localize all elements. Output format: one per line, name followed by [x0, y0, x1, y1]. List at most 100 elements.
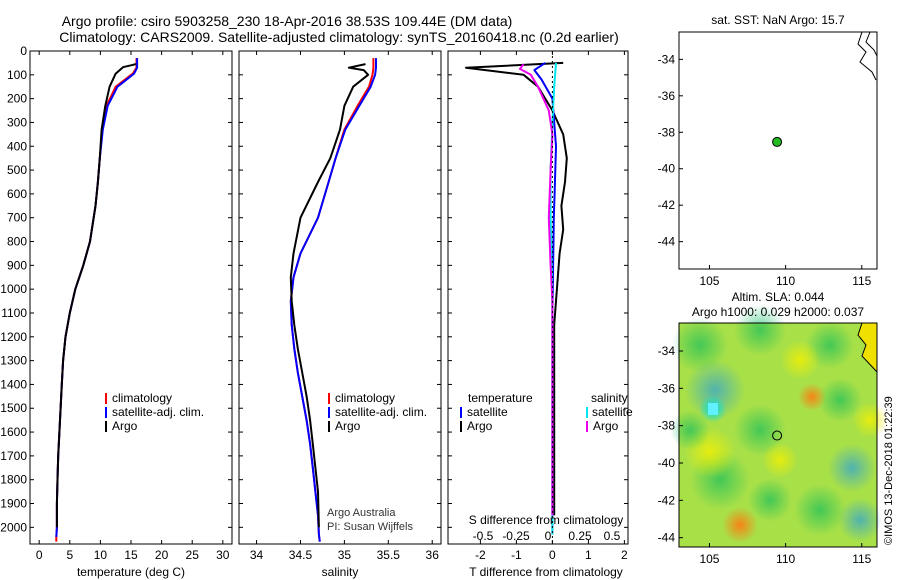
x-tick-label: -1	[511, 548, 522, 562]
x-tick-label: 36	[426, 548, 440, 562]
sla-anomaly	[722, 507, 758, 543]
sla-anomaly	[670, 410, 710, 450]
salinity-panel-frame	[238, 50, 442, 545]
sla-peak	[708, 403, 718, 415]
legend-label-climatology: climatology	[112, 391, 172, 405]
s-difference-xlabel: S difference from climatology	[469, 513, 624, 527]
legend-label-s-argo: Argo	[593, 419, 619, 433]
sla-map-title-2: Argo h1000: 0.029 h2000: 0.037	[692, 305, 864, 319]
x-tick-label: 35.5	[377, 548, 401, 562]
sst-map: 105 110 115 -44 -42 -40 -38 -36 -34	[658, 31, 878, 288]
credit-argo-australia: Argo Australia	[327, 507, 396, 519]
legend-title-salinity: salinity	[591, 391, 628, 405]
depth-tick-label: 1300	[0, 354, 27, 368]
series-line-climatology	[289, 58, 375, 542]
title-line-1: Argo profile: csiro 5903258_230 18-Apr-2…	[62, 13, 513, 29]
legend-label-s-satellite: satellite	[592, 405, 633, 419]
x-tick-label: 1	[585, 548, 592, 562]
legend-label-t-argo: Argo	[467, 419, 493, 433]
depth-tick-label: 600	[7, 187, 27, 201]
depth-tick-label: 1500	[0, 401, 27, 415]
x-tick-label: -2	[475, 548, 486, 562]
map-x-tick-label: 105	[699, 274, 719, 288]
temperature-plot: 0 5 10 15 20 25 30	[30, 50, 232, 562]
s-tick-label: 0	[545, 529, 552, 543]
depth-tick-label: 2000	[0, 520, 27, 534]
s-tick-label: 0.5	[604, 529, 621, 543]
depth-tick-label: 1000	[0, 282, 27, 296]
x-tick-label: 2	[621, 548, 628, 562]
salinity-legend: climatology satellite-adj. clim. Argo	[328, 391, 427, 433]
salinity-xlabel: salinity	[322, 565, 359, 579]
depth-tick-label: 700	[7, 211, 27, 225]
x-tick-label: 0	[36, 548, 43, 562]
difference-legend: temperature satellite Argo salinity sate…	[460, 391, 633, 433]
x-tick-label: 15	[124, 548, 138, 562]
sla-anomaly	[734, 304, 786, 356]
map-y-tick-label: -44	[658, 235, 676, 249]
map-y-tick-label: -44	[658, 531, 676, 545]
depth-tick-label: 500	[7, 163, 27, 177]
map-y-tick-label: -38	[658, 419, 676, 433]
legend-title-temperature: temperature	[468, 391, 533, 405]
depth-tick-label: 1400	[0, 377, 27, 391]
s-tick-label: -0.25	[502, 529, 530, 543]
map-y-tick-label: -38	[658, 125, 676, 139]
map-y-tick-label: -42	[658, 493, 676, 507]
depth-tick-label: 1200	[0, 330, 27, 344]
legend-label-argo: Argo	[335, 419, 361, 433]
depth-tick-label: 1800	[0, 473, 27, 487]
x-tick-label: 25	[186, 548, 200, 562]
depth-tick-label: 1900	[0, 497, 27, 511]
coastline	[865, 31, 878, 57]
map-y-tick-label: -42	[658, 198, 676, 212]
depth-tick-label: 400	[7, 139, 27, 153]
map-y-tick-label: -40	[658, 456, 676, 470]
sla-map-frame	[678, 322, 878, 548]
legend-label-satellite: satellite-adj. clim.	[335, 405, 427, 419]
depth-axis: 0 100 200 300 400 500 600 700 800 900 1000 1100 1200…	[0, 44, 27, 534]
map-y-tick-label: -34	[658, 52, 676, 66]
imos-stamp: ©IMOS 13-Dec-2018 01:22:39	[883, 396, 895, 545]
map-y-tick-label: -40	[658, 162, 676, 176]
depth-tick-label: 100	[7, 68, 27, 82]
difference-plot: -2 -1 0 1 2 -0.5 -0.25 0 0.25 0.5	[448, 50, 628, 562]
coastline	[857, 31, 877, 81]
temperature-legend: climatology satellite-adj. clim. Argo	[105, 391, 204, 433]
depth-tick-label: 300	[7, 115, 27, 129]
legend-label-argo: Argo	[112, 419, 138, 433]
depth-tick-label: 900	[7, 258, 27, 272]
series-line-s-argo	[519, 63, 554, 516]
map-x-tick-label: 115	[852, 274, 871, 288]
salinity-plot: 34 34.5 35 35.5 36	[239, 50, 441, 562]
series-line-climatology	[55, 58, 138, 542]
x-tick-label: 34	[250, 548, 264, 562]
series-line-argo	[55, 63, 137, 528]
sla-anomaly	[780, 340, 820, 380]
depth-tick-label: 800	[7, 235, 27, 249]
depth-tick-label: 1700	[0, 449, 27, 463]
map-y-tick-label: -36	[658, 381, 676, 395]
map-x-tick-label: 110	[776, 274, 795, 288]
difference-panel-frame	[447, 50, 629, 545]
title-line-2: Climatology: CARS2009. Satellite-adjuste…	[59, 29, 619, 45]
x-tick-label: 34.5	[289, 548, 313, 562]
sla-anomaly	[838, 498, 882, 542]
temperature-xlabel: temperature (deg C)	[77, 565, 185, 579]
depth-tick-label: 1100	[1, 306, 27, 320]
depth-tick-label: 1600	[0, 425, 27, 439]
map-y-tick-label: -36	[658, 89, 676, 103]
sst-map-frame	[678, 31, 878, 270]
x-tick-label: 10	[94, 548, 108, 562]
depth-tick-label: 0	[20, 44, 27, 58]
sla-anomaly	[798, 383, 826, 411]
sla-anomaly	[794, 484, 846, 536]
map-x-tick-label: 110	[776, 552, 795, 566]
x-tick-label: 0	[549, 548, 556, 562]
sla-anomaly	[852, 402, 888, 438]
series-line-argo	[289, 63, 370, 528]
sla-map: 105 110 115 -44 -42 -40 -38 -36 -34	[658, 304, 888, 566]
t-difference-xlabel: T difference from climatology	[469, 565, 623, 579]
s-tick-label: -0.5	[473, 529, 494, 543]
